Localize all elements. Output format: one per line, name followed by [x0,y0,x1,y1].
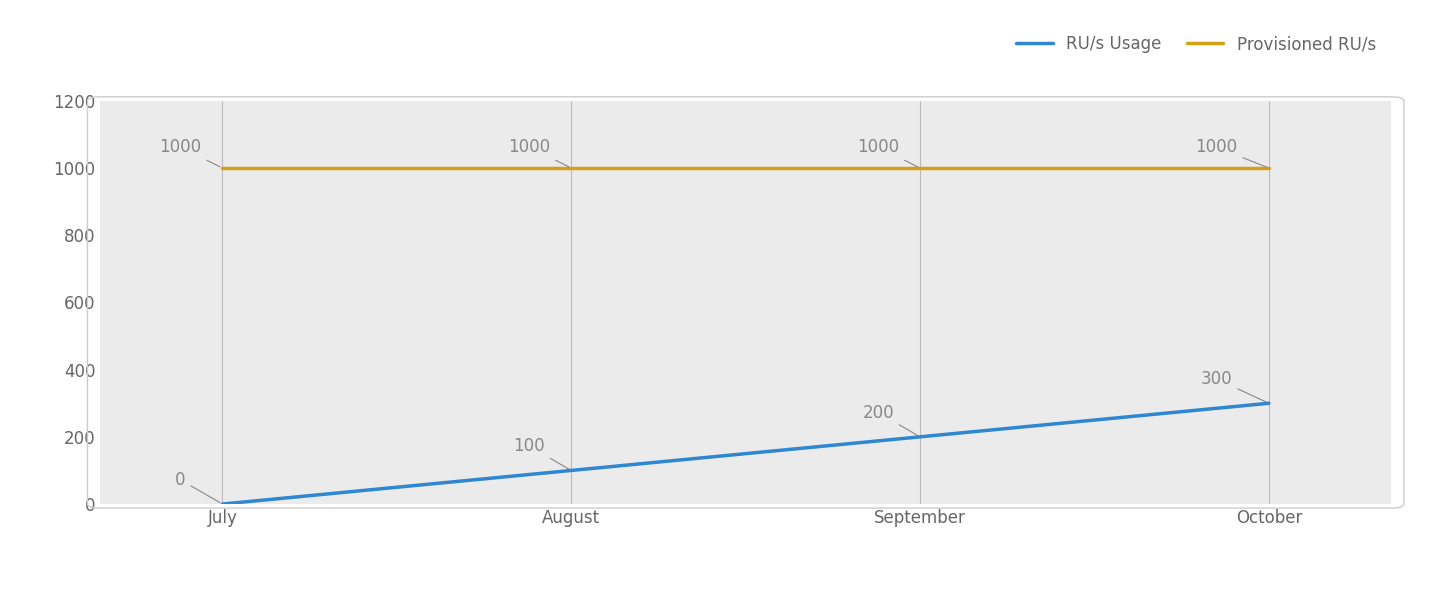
RU/s Usage [912,433,929,441]
Text: 1000: 1000 [159,138,219,167]
Text: 1000: 1000 [509,138,569,167]
RU/s Usage [1260,400,1278,407]
Text: 0: 0 [175,471,219,503]
RU/s Usage [214,500,231,508]
Text: 100: 100 [513,437,569,469]
RU/s Usage [562,467,579,474]
Provisioned RU/s [214,164,231,171]
Line: RU/s Usage: RU/s Usage [222,403,1269,504]
Text: 1000: 1000 [1196,138,1266,167]
Provisioned RU/s [1260,164,1278,171]
Provisioned RU/s [562,164,579,171]
Legend: RU/s Usage, Provisioned RU/s: RU/s Usage, Provisioned RU/s [1010,28,1382,60]
Text: 200: 200 [862,404,918,435]
Text: 1000: 1000 [858,138,918,167]
Text: 300: 300 [1200,370,1266,402]
Provisioned RU/s [912,164,929,171]
